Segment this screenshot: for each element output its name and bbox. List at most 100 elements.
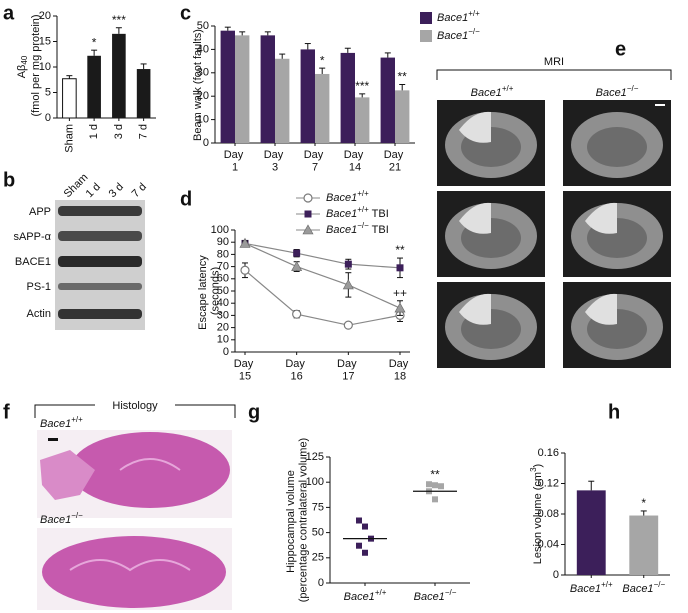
y-tick-label: 10: [197, 114, 209, 126]
y-tick-label: 100: [306, 476, 324, 488]
scale-bar: [655, 104, 665, 106]
y-tick-label: 50: [197, 20, 209, 32]
legend-label: Bace1+/+ TBI: [326, 205, 389, 220]
bar: [260, 35, 275, 143]
significance: *: [641, 496, 646, 510]
x-tick-label: Day 7: [304, 149, 327, 174]
panel-label: b: [3, 169, 15, 191]
y-tick-label: 10: [39, 61, 51, 73]
y-tick-label: 30: [217, 309, 229, 321]
legend-label: Bace1−/− TBI: [326, 221, 389, 236]
y-tick-label: 0: [203, 137, 209, 149]
series-line: [244, 242, 401, 309]
y-tick-label: 50: [312, 527, 324, 539]
tissue: [40, 450, 95, 500]
y-tick-label: 0.12: [538, 477, 559, 489]
point: [343, 320, 353, 330]
blot-panel: b APP sAPP-α BACE1 PS-1 Actin Sham 1 d 3…: [3, 169, 149, 330]
point: [342, 279, 354, 290]
blot-row-label: BACE1: [15, 256, 51, 268]
y-axis-label: Hippocampal volume (percentage contralat…: [285, 438, 310, 602]
mri-title: MRI: [544, 56, 564, 68]
x-tick-label: Day 15: [234, 358, 257, 383]
y-tick-label: 90: [217, 236, 229, 248]
x-tick-label: Day 18: [389, 358, 412, 383]
y-tick-label: 75: [312, 501, 324, 513]
y-tick-label: 50: [217, 285, 229, 297]
point: [394, 302, 406, 313]
y-tick-label: 25: [312, 552, 324, 564]
significance: ***: [112, 13, 126, 27]
brain-inner: [587, 127, 647, 167]
legend-label: Bace1+/+: [326, 189, 369, 204]
point: [303, 193, 313, 203]
lesion: [585, 293, 617, 325]
blot-lane-label: 7 d: [130, 181, 149, 200]
blot-lane-label: 3 d: [107, 181, 126, 200]
lesion: [459, 111, 491, 143]
x-tick-label: Bace1+/+: [344, 588, 387, 603]
y-tick-label: 0: [223, 346, 229, 358]
tissue: [42, 536, 226, 608]
x-tick-label: Day 1: [224, 149, 247, 174]
y-tick-label: 0: [318, 577, 324, 589]
y-tick-label: 20: [39, 10, 51, 22]
y-tick-label: 60: [217, 273, 229, 285]
panel-label: f: [3, 401, 10, 423]
point: [292, 309, 302, 319]
bar: [380, 57, 395, 144]
y-axis-label: Aβ40 (fmol per mg protein): [16, 14, 42, 119]
column-label: Bace1+/+: [471, 84, 514, 99]
y-tick-label: 0: [553, 569, 559, 581]
legend-label: Bace1+/+: [437, 9, 480, 24]
point: [239, 237, 251, 248]
blot-row-label: Actin: [27, 308, 51, 320]
lesion: [585, 202, 617, 234]
tissue-detail: [119, 458, 181, 471]
histology-panel: f Histology Bace1+/+ Bace1−/−: [3, 398, 236, 610]
point: [438, 483, 444, 490]
y-tick-label: 10: [217, 334, 229, 346]
y-tick-label: 70: [217, 261, 229, 273]
legend-swatch: [420, 12, 432, 24]
blot-band: [58, 283, 142, 290]
blot-band: [58, 256, 142, 267]
point: [240, 265, 250, 275]
y-tick-label: 40: [217, 297, 229, 309]
bar: [355, 97, 370, 143]
x-tick-label: Bace1+/+: [570, 580, 613, 595]
tissue: [70, 432, 230, 508]
significance: **: [398, 70, 408, 84]
x-tick-label: Day 17: [337, 358, 360, 383]
y-tick-label: 20: [217, 322, 229, 334]
x-tick-label: Bace1−/−: [414, 588, 457, 603]
bar: [62, 78, 77, 119]
x-tick-label: Day 14: [344, 149, 367, 174]
y-tick-label: 30: [197, 67, 209, 79]
significance: **: [430, 467, 440, 481]
bar: [220, 30, 235, 143]
panel-label: e: [615, 38, 626, 60]
histology-title: Histology: [112, 400, 158, 412]
significance: *: [92, 35, 97, 49]
point: [302, 224, 314, 235]
row-label: Bace1−/−: [40, 511, 83, 526]
y-tick-label: 80: [217, 248, 229, 260]
x-tick-label: Bace1−/−: [622, 580, 665, 595]
mri-panel: e MRI Bace1+/+ Bace1−/−: [436, 38, 672, 368]
tissue-detail: [69, 559, 191, 572]
x-tick-label: Day 21: [384, 149, 407, 174]
bar: [112, 33, 126, 118]
bracket: [436, 69, 672, 80]
point: [362, 549, 368, 556]
bar: [629, 515, 659, 575]
scale-bar: [48, 438, 58, 441]
bar: [87, 55, 101, 118]
significance: **: [395, 243, 405, 257]
panel-label: c: [180, 2, 191, 24]
y-tick-label: 0: [45, 112, 51, 124]
blot-band: [58, 231, 142, 241]
point: [432, 496, 438, 503]
point: [344, 260, 352, 268]
